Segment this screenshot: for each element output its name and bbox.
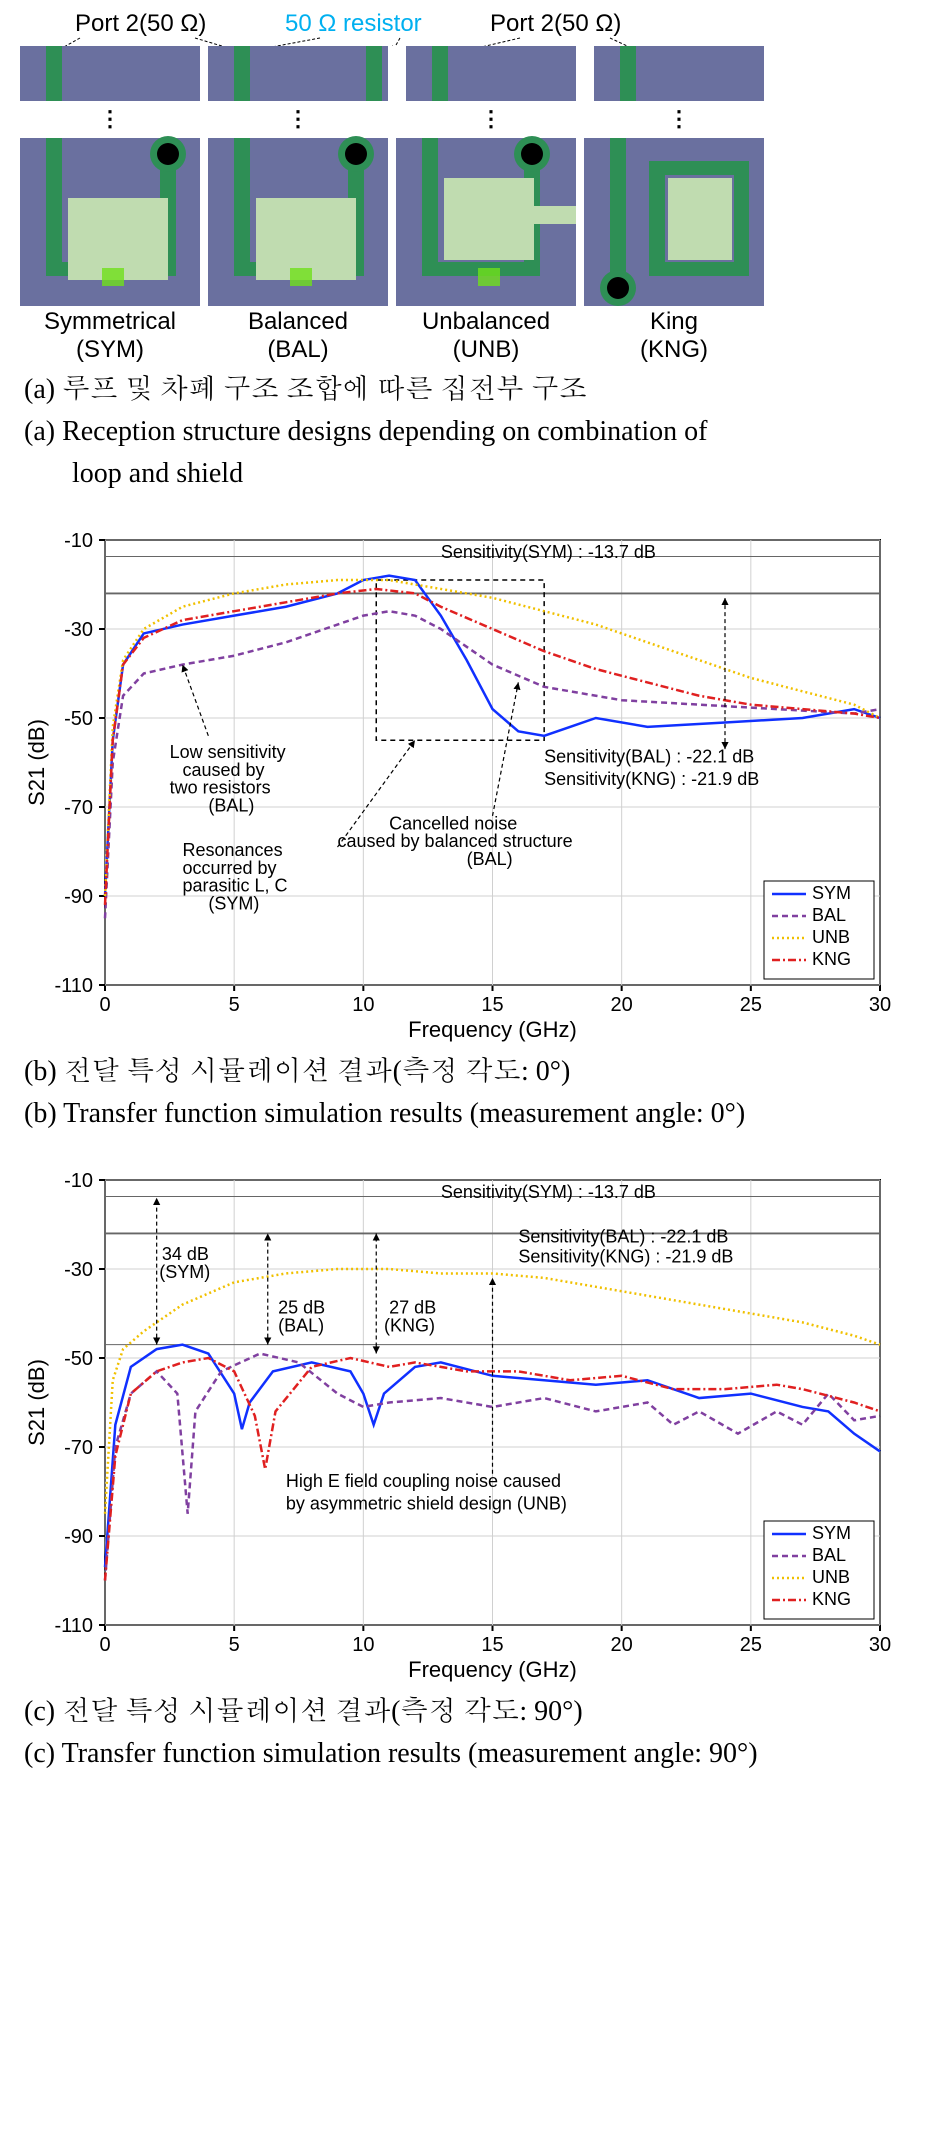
svg-text:SYM: SYM <box>812 883 851 903</box>
caption-a-en2: loop and shield <box>24 453 916 495</box>
structure-abbr: (BAL) <box>267 336 328 363</box>
svg-text:⋮: ⋮ <box>668 106 690 131</box>
svg-text:30: 30 <box>869 994 891 1016</box>
svg-text:10: 10 <box>352 994 374 1016</box>
chart-b-svg: 0 5 10 15 20 25 30 -110 -90 -70 -50 -30 -10 Frequency… <box>20 525 900 1045</box>
chart-b-wrap: 0 5 10 15 20 25 30 -110 -90 -70 -50 -30 -10 Frequency… <box>20 525 900 1045</box>
figure-a: Port 2(50 Ω) 50 Ω resistor Port 2(50 Ω) <box>20 10 916 495</box>
svg-text:5: 5 <box>229 994 240 1016</box>
svg-text:by asymmetric shield design (U: by asymmetric shield design (UNB) <box>286 1493 567 1513</box>
svg-text:UNB: UNB <box>812 927 850 947</box>
svg-text:-70: -70 <box>64 797 93 819</box>
structure-kng: ⋮ King (KNG) <box>584 46 764 363</box>
caption-c-kr: (c) 전달 특성 시뮬레이션 결과(측정 각도: 90°) <box>24 1691 916 1733</box>
figure-c: 0 5 10 15 20 25 30 -110 -90 -70 -50 -30 -10 Frequency… <box>20 1165 916 1775</box>
structure-abbr: (UNB) <box>453 336 520 363</box>
svg-text:-110: -110 <box>54 1615 93 1637</box>
svg-text:SYM: SYM <box>812 1523 851 1543</box>
svg-text:High E field coupling noise ca: High E field coupling noise caused <box>286 1471 561 1491</box>
svg-text:Sensitivity(BAL) : -22.1 dB: Sensitivity(BAL) : -22.1 dB <box>518 1226 728 1246</box>
structure-bal-label: Balanced (BAL) <box>248 308 348 363</box>
figure-a-caption: (a) 루프 및 차폐 구조 조합에 따른 집전부 구조 (a) Recepti… <box>20 369 916 495</box>
svg-text:Sensitivity(BAL) : -22.1 dB: Sensitivity(BAL) : -22.1 dB <box>544 747 754 767</box>
caption-a-kr: (a) 루프 및 차폐 구조 조합에 따른 집전부 구조 <box>24 369 916 411</box>
structure-unb: ⋮ Unbalanced (UNB) <box>396 46 576 363</box>
svg-text:UNB: UNB <box>812 1567 850 1587</box>
figure-b-caption: (b) 전달 특성 시뮬레이션 결과(측정 각도: 0°) (b) Transf… <box>20 1051 916 1135</box>
structure-kng-label: King (KNG) <box>640 308 708 363</box>
svg-text:Sensitivity(KNG) : -21.9 dB: Sensitivity(KNG) : -21.9 dB <box>518 1247 733 1267</box>
svg-text:BAL: BAL <box>812 905 846 925</box>
svg-text:30: 30 <box>869 1634 891 1656</box>
svg-text:0: 0 <box>99 994 110 1016</box>
svg-text:-50: -50 <box>64 708 93 730</box>
svg-text:⋮: ⋮ <box>480 106 502 131</box>
structure-bal-svg: ⋮ <box>208 46 388 306</box>
structure-unb-svg: ⋮ <box>396 46 576 306</box>
caption-b-en: (b) Transfer function simulation results… <box>24 1093 916 1135</box>
svg-text:-10: -10 <box>64 1170 93 1192</box>
structure-sym-label: Symmetrical (SYM) <box>44 308 176 363</box>
svg-text:Sensitivity(SYM) : -13.7 dB: Sensitivity(SYM) : -13.7 dB <box>441 1182 656 1202</box>
port-label-arrows <box>20 10 772 46</box>
structure-sym-svg: ⋮ <box>20 46 200 306</box>
figure-b: 0 5 10 15 20 25 30 -110 -90 -70 -50 -30 -10 Frequency… <box>20 525 916 1135</box>
caption-c-en: (c) Transfer function simulation results… <box>24 1733 916 1775</box>
svg-text:15: 15 <box>481 1634 503 1656</box>
svg-text:BAL: BAL <box>812 1545 846 1565</box>
structure-abbr: (SYM) <box>76 336 144 363</box>
svg-text:25: 25 <box>740 994 762 1016</box>
figure-a-top-labels: Port 2(50 Ω) 50 Ω resistor Port 2(50 Ω) <box>20 10 772 46</box>
svg-text:(BAL): (BAL) <box>278 1315 324 1335</box>
svg-text:Sensitivity(KNG) : -21.9 dB: Sensitivity(KNG) : -21.9 dB <box>544 769 759 789</box>
caption-a-en1: (a) Reception structure designs dependin… <box>24 411 916 453</box>
svg-text:⋮: ⋮ <box>99 106 121 131</box>
svg-text:25: 25 <box>740 1634 762 1656</box>
structure-name: Symmetrical <box>44 308 176 335</box>
svg-text:-90: -90 <box>64 886 93 908</box>
svg-text:-110: -110 <box>54 975 93 997</box>
svg-text:Frequency (GHz): Frequency (GHz) <box>408 1657 577 1682</box>
structure-name: Balanced <box>248 308 348 335</box>
svg-text:(KNG): (KNG) <box>384 1315 435 1335</box>
structure-unb-label: Unbalanced (UNB) <box>422 308 550 363</box>
svg-text:0: 0 <box>99 1634 110 1656</box>
structure-abbr: (KNG) <box>640 336 708 363</box>
svg-text:(BAL): (BAL) <box>467 849 513 869</box>
structures-row: ⋮ Symmetrical (SYM) <box>20 46 916 363</box>
figure-c-caption: (c) 전달 특성 시뮬레이션 결과(측정 각도: 90°) (c) Trans… <box>20 1691 916 1775</box>
svg-text:-70: -70 <box>64 1437 93 1459</box>
structure-sym: ⋮ Symmetrical (SYM) <box>20 46 200 363</box>
svg-text:(BAL): (BAL) <box>208 796 254 816</box>
svg-text:⋮: ⋮ <box>287 106 309 131</box>
svg-text:10: 10 <box>352 1634 374 1656</box>
structure-kng-svg: ⋮ <box>584 46 764 306</box>
svg-text:S21 (dB): S21 (dB) <box>24 719 49 806</box>
chart-c-svg: 0 5 10 15 20 25 30 -110 -90 -70 -50 -30 -10 Frequency… <box>20 1165 900 1685</box>
structure-name: Unbalanced <box>422 308 550 335</box>
svg-text:Frequency (GHz): Frequency (GHz) <box>408 1017 577 1042</box>
svg-text:-90: -90 <box>64 1526 93 1548</box>
structure-bal: ⋮ Balanced (BAL) <box>208 46 388 363</box>
svg-text:15: 15 <box>481 994 503 1016</box>
svg-text:(SYM): (SYM) <box>208 894 259 914</box>
svg-text:5: 5 <box>229 1634 240 1656</box>
svg-text:Sensitivity(SYM) : -13.7 dB: Sensitivity(SYM) : -13.7 dB <box>441 542 656 562</box>
svg-text:caused by balanced structure: caused by balanced structure <box>338 831 573 851</box>
svg-text:(SYM): (SYM) <box>159 1262 210 1282</box>
chart-c-wrap: 0 5 10 15 20 25 30 -110 -90 -70 -50 -30 -10 Frequency… <box>20 1165 900 1685</box>
svg-text:20: 20 <box>611 994 633 1016</box>
svg-text:-30: -30 <box>64 1259 93 1281</box>
caption-b-kr: (b) 전달 특성 시뮬레이션 결과(측정 각도: 0°) <box>24 1051 916 1093</box>
structure-name: King <box>650 308 698 335</box>
svg-text:S21 (dB): S21 (dB) <box>24 1359 49 1446</box>
svg-text:-10: -10 <box>64 530 93 552</box>
svg-text:KNG: KNG <box>812 1589 851 1609</box>
svg-text:-30: -30 <box>64 619 93 641</box>
svg-text:KNG: KNG <box>812 949 851 969</box>
svg-text:-50: -50 <box>64 1348 93 1370</box>
svg-text:20: 20 <box>611 1634 633 1656</box>
